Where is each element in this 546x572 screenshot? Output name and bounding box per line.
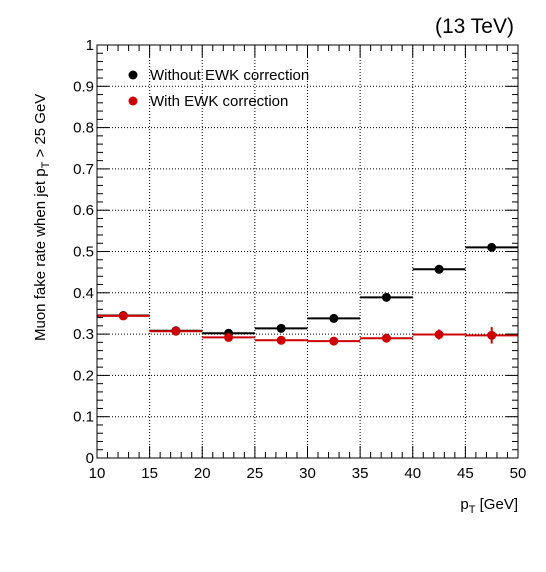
y-tick-label: 0.8: [73, 120, 94, 137]
series-with-ewk: [97, 311, 518, 346]
series-layer: [97, 242, 518, 346]
data-point: [381, 333, 391, 343]
data-point: [276, 323, 286, 333]
x-axis-label: pT [GeV]: [460, 496, 518, 516]
grid-lines: [97, 45, 518, 458]
y-tick-label: 0.9: [73, 78, 94, 95]
x-tick-label: 35: [352, 465, 369, 482]
data-point: [224, 332, 234, 342]
data-point: [329, 336, 339, 346]
data-point: [276, 335, 286, 345]
data-point: [487, 242, 497, 252]
x-tick-label: 50: [510, 465, 527, 482]
y-axis-label: Muon fake rate when jet pT > 25 GeV: [32, 94, 52, 341]
y-tick-label: 0: [86, 450, 94, 467]
data-point: [434, 330, 444, 340]
legend-label-without-ewk: Without EWK correction: [150, 67, 309, 84]
series-without-ewk: [97, 242, 518, 338]
y-tick-label: 0.3: [73, 326, 94, 343]
x-tick-label: 25: [247, 465, 264, 482]
energy-annotation: (13 TeV): [435, 15, 514, 38]
axis-ticks: [96, 44, 519, 459]
y-tick-label: 0.6: [73, 202, 94, 219]
x-tick-label: 20: [194, 465, 211, 482]
legend-label-with-ewk: With EWK correction: [150, 93, 288, 110]
x-tick-label: 30: [299, 465, 316, 482]
x-tick-label: 45: [457, 465, 474, 482]
y-tick-label: 0.7: [73, 161, 94, 178]
legend: Without EWK correction With EWK correcti…: [128, 67, 309, 110]
data-point: [434, 264, 444, 274]
y-tick-label: 1: [86, 37, 94, 54]
legend-marker-with-ewk: [128, 96, 138, 106]
data-point: [329, 313, 339, 323]
y-tick-label: 0.5: [73, 244, 94, 261]
x-tick-label: 40: [404, 465, 421, 482]
y-tick-label: 0.1: [73, 409, 94, 426]
x-tick-label: 10: [89, 465, 106, 482]
tick-labels: 10 15 20 25 30 35 40 45 50 0 0.1 0.2 0.3 0.4 0.5 0.6 0.7…: [73, 37, 526, 482]
y-tick-label: 0.2: [73, 367, 94, 384]
legend-marker-without-ewk: [128, 70, 138, 80]
y-tick-label: 0.4: [73, 285, 94, 302]
x-tick-label: 15: [141, 465, 158, 482]
data-point: [381, 292, 391, 302]
data-point: [118, 311, 128, 321]
data-point: [171, 326, 181, 336]
data-point: [487, 330, 497, 340]
